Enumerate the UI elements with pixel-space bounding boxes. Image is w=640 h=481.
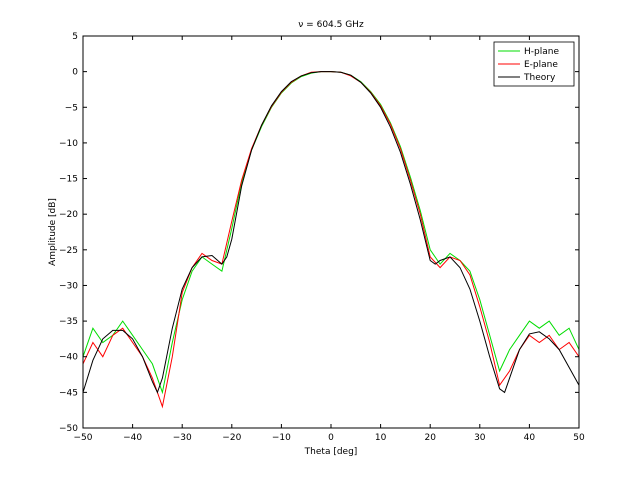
y-tick-label: −35 [59,317,78,327]
y-ticks: 5 0 −5 −10 −15 −20 −25 −30 −35 −40 −45 −50 [59,32,579,434]
plot-area [83,36,579,428]
x-tick-label: 30 [474,433,486,443]
x-tick-label: 20 [424,433,436,443]
x-tick-label: −30 [173,433,192,443]
x-tick-label: −40 [123,433,142,443]
y-axis-label: Amplitude [dB] [48,198,58,266]
y-tick-label: 0 [72,68,78,78]
x-tick-label: 50 [573,433,585,443]
series-line-theory [83,71,579,394]
y-tick-label: −50 [59,424,78,434]
legend: H-plane E-plane Theory [493,41,575,87]
y-tick-label: 5 [72,32,78,42]
y-tick-label: −25 [59,246,78,256]
x-tick-label: 40 [524,433,536,443]
legend-label: Theory [523,73,556,83]
x-ticks: −50 −40 −30 −20 −10 0 10 20 30 40 50 [74,36,585,443]
y-tick-label: −30 [59,281,78,291]
legend-label: E-plane [524,60,558,70]
x-tick-label: −20 [222,433,241,443]
y-tick-label: −5 [65,103,78,113]
y-tick-label: −10 [59,139,78,149]
y-tick-label: −45 [59,388,78,398]
x-tick-label: 10 [375,433,387,443]
y-tick-label: −15 [59,175,78,185]
legend-label: H-plane [524,47,559,57]
x-tick-label: −10 [272,433,291,443]
y-tick-label: −40 [59,353,78,363]
x-tick-label: 0 [328,433,334,443]
y-tick-label: −20 [59,210,78,220]
x-axis-label: Theta [deg] [304,447,358,457]
x-tick-label: −50 [74,433,93,443]
series-layer [83,71,579,409]
chart-title: ν = 604.5 GHz [298,20,364,30]
